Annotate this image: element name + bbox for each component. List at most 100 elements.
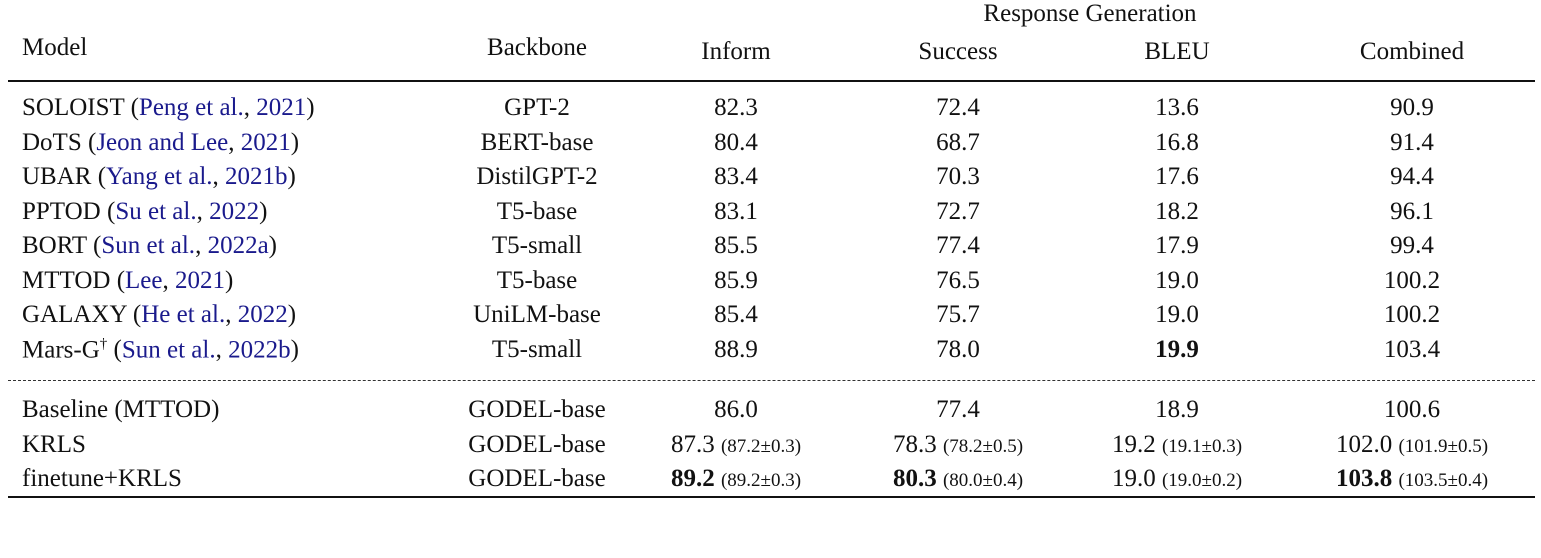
bleu-cell: 18.9 (1072, 396, 1282, 424)
model-cell: DoTS Jeon and Lee2021 (22, 129, 299, 157)
backbone-cell: BERT-base (480, 129, 594, 156)
combined-value: 100.2 (1383, 301, 1441, 328)
combined-value: 103.4 (1383, 336, 1441, 363)
header-backbone: Backbone (487, 34, 587, 61)
model-cell: Baseline (MTTOD) (22, 396, 219, 424)
citation-year-link[interactable]: 2021 (174, 267, 225, 294)
combined-cell: 96.1 (1286, 198, 1538, 226)
citation-author-link[interactable]: Lee (125, 267, 175, 294)
backbone-cell: GODEL-base (468, 465, 606, 492)
citation-author-link[interactable]: Yang et al. (106, 163, 225, 190)
bleu-value: 19.2 (1111, 431, 1156, 458)
citation: Peng et al.2021 (131, 94, 315, 121)
combined-value: 96.1 (1390, 198, 1434, 225)
bottom-rule (8, 496, 1535, 498)
model-name: KRLS (22, 431, 86, 458)
inform-cell: 89.2 (89.2±0.3) (636, 465, 836, 493)
inform-value: 88.9 (714, 336, 758, 363)
inform-cell: 87.3 (87.2±0.3) (636, 431, 836, 459)
bleu-cell: 17.9 (1072, 232, 1282, 260)
model-name: DoTS (22, 129, 82, 156)
citation-author-link[interactable]: He et al. (141, 301, 237, 328)
combined-value: 99.4 (1390, 232, 1434, 259)
inform-value: 83.1 (714, 198, 758, 225)
citation-author-link[interactable]: Jeon and Lee (96, 129, 240, 156)
dagger-mark: † (99, 336, 108, 352)
inform-cell: 86.0 (636, 396, 836, 424)
model-name: BORT (22, 232, 87, 259)
bleu-std: (19.1±0.3) (1161, 436, 1243, 457)
bleu-std: (19.0±0.2) (1161, 470, 1243, 491)
bleu-value: 16.8 (1155, 129, 1199, 156)
success-cell: 80.3 (80.0±0.4) (846, 465, 1070, 493)
citation-year-link[interactable]: 2021 (240, 129, 291, 156)
header-success: Success (918, 38, 998, 65)
combined-value: 102.0 (1335, 431, 1393, 458)
citation-year-link[interactable]: 2021 (256, 94, 307, 121)
header-rule (8, 80, 1535, 82)
backbone-cell: GODEL-base (468, 396, 606, 423)
citation: Sun et al.2022b (114, 336, 299, 363)
citation-year-link[interactable]: 2022 (237, 301, 288, 328)
inform-value: 85.4 (714, 301, 758, 328)
backbone-cell: GODEL-base (468, 431, 606, 458)
success-cell: 77.4 (846, 232, 1070, 260)
combined-cell: 100.2 (1286, 301, 1538, 329)
inform-cell: 85.5 (636, 232, 836, 260)
success-cell: 78.3 (78.2±0.5) (846, 431, 1070, 459)
success-cell: 75.7 (846, 301, 1070, 329)
header-response-generation: Response Generation (983, 0, 1197, 27)
success-cell: 72.4 (846, 94, 1070, 122)
combined-cell: 94.4 (1286, 163, 1538, 191)
bleu-value: 19.0 (1155, 267, 1199, 294)
citation: Sun et al.2022a (93, 232, 277, 259)
backbone-cell: T5-small (491, 232, 583, 259)
model-name: Baseline (MTTOD) (22, 396, 220, 423)
model-name: UBAR (22, 163, 92, 190)
success-value: 70.3 (936, 163, 980, 190)
combined-value: 100.6 (1383, 396, 1441, 423)
citation-year-link[interactable]: 2022 (209, 198, 260, 225)
bleu-cell: 19.0 (1072, 301, 1282, 329)
combined-cell: 102.0 (101.9±0.5) (1286, 431, 1538, 459)
model-name: SOLOIST (22, 94, 125, 121)
inform-cell: 83.4 (636, 163, 836, 191)
bleu-cell: 19.2 (19.1±0.3) (1072, 431, 1282, 459)
dashed-separator (8, 380, 1535, 381)
combined-cell: 100.2 (1286, 267, 1538, 295)
citation-author-link[interactable]: Su et al. (115, 198, 209, 225)
combined-value: 103.8 (1335, 465, 1393, 492)
header-inform: Inform (701, 38, 771, 65)
citation-year-link[interactable]: 2022a (207, 232, 269, 259)
inform-value: 83.4 (714, 163, 758, 190)
backbone-cell: DistilGPT-2 (476, 163, 598, 190)
model-cell: KRLS (22, 431, 86, 459)
header-combined: Combined (1359, 38, 1465, 65)
model-name: finetune+KRLS (22, 465, 182, 492)
model-name: Mars-G (22, 336, 100, 364)
inform-value: 80.4 (714, 129, 758, 156)
citation-author-link[interactable]: Sun et al. (101, 232, 207, 259)
citation-author-link[interactable]: Peng et al. (139, 94, 256, 121)
model-cell: GALAXY He et al.2022 (22, 301, 296, 329)
combined-cell: 90.9 (1286, 94, 1538, 122)
bleu-cell: 19.9 (1072, 336, 1282, 364)
citation-year-link[interactable]: 2021b (225, 163, 288, 190)
inform-value: 85.5 (714, 232, 758, 259)
backbone-cell: UniLM-base (473, 301, 601, 328)
success-cell: 77.4 (846, 396, 1070, 424)
bleu-cell: 16.8 (1072, 129, 1282, 157)
combined-std: (101.9±0.5) (1398, 436, 1489, 457)
combined-std: (103.5±0.4) (1398, 470, 1489, 491)
bleu-value: 13.6 (1155, 94, 1199, 121)
inform-cell: 85.9 (636, 267, 836, 295)
combined-value: 91.4 (1390, 129, 1434, 156)
inform-std: (87.2±0.3) (720, 436, 802, 457)
model-cell: MTTOD Lee2021 (22, 267, 233, 295)
citation-author-link[interactable]: Sun et al. (122, 336, 228, 363)
model-cell: PPTOD Su et al.2022 (22, 198, 267, 226)
success-value: 78.0 (936, 336, 980, 363)
citation-year-link[interactable]: 2022b (228, 336, 291, 364)
success-value: 80.3 (892, 465, 937, 492)
